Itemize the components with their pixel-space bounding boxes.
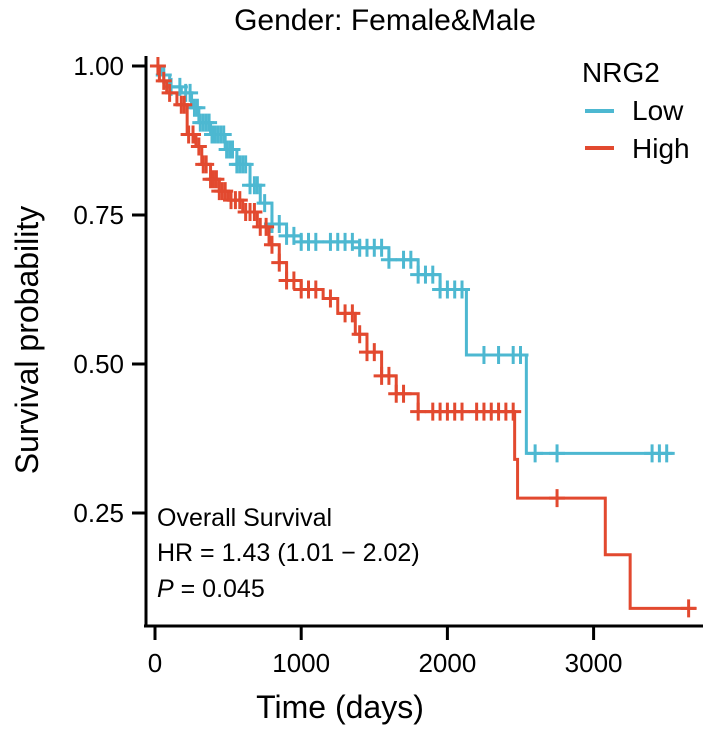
y-tick-label: 0.50 [73, 349, 124, 379]
censor-mark-high [395, 384, 412, 403]
censor-mark-high [380, 366, 397, 385]
x-tick-label: 1000 [272, 648, 330, 678]
censor-mark-high [155, 71, 172, 90]
annotation-p: P = 0.045 [157, 575, 265, 603]
censor-mark-low [189, 98, 206, 117]
censor-mark-low [307, 232, 324, 251]
censor-mark-high [410, 402, 427, 421]
x-tick-label: 3000 [565, 648, 623, 678]
censor-mark-high [454, 402, 471, 421]
censor-mark-low [201, 113, 218, 132]
y-tick-label: 1.00 [73, 51, 124, 81]
censor-mark-low [380, 250, 397, 269]
censor-mark-low [512, 346, 529, 365]
censor-mark-low [237, 155, 254, 174]
censor-mark-high [208, 170, 225, 189]
censor-mark-high [258, 217, 275, 236]
censor-mark-low [475, 346, 492, 365]
censor-mark-low [182, 83, 199, 102]
p-label: P [157, 575, 174, 603]
x-tick-label: 2000 [418, 648, 476, 678]
censor-mark-low [490, 346, 507, 365]
censor-mark-high [344, 304, 361, 323]
annotation-hr: HR = 1.43 (1.01 − 2.02) [157, 539, 420, 567]
censor-mark-high [285, 271, 302, 290]
censor-mark-high [307, 280, 324, 299]
y-axis-label: Survival probability [9, 206, 45, 475]
series-layer [149, 57, 697, 618]
p-value: = 0.045 [174, 575, 265, 603]
censor-mark-high [505, 402, 522, 421]
censor-mark-high [161, 83, 178, 102]
legend-title: NRG2 [582, 57, 660, 88]
legend-label-high: High [632, 133, 690, 164]
censor-mark-low [249, 176, 266, 195]
ticks-layer: 0 1000 2000 3000 1.00 0.75 0.50 0.25 [73, 51, 622, 678]
censor-mark-high [176, 95, 193, 114]
censor-mark-high [549, 489, 566, 508]
censor-mark-low [527, 444, 544, 463]
censor-mark-high [190, 137, 207, 156]
x-tick-label: 0 [148, 648, 162, 678]
y-tick-label: 0.75 [73, 200, 124, 230]
censor-mark-low [271, 214, 288, 233]
censor-mark-low [373, 238, 390, 257]
censor-mark-low [658, 444, 675, 463]
censor-mark-low [402, 250, 419, 269]
y-tick-label: 0.25 [73, 498, 124, 528]
censor-mark-high [263, 235, 280, 254]
censor-mark-high [185, 125, 202, 144]
censor-mark-high [351, 325, 368, 344]
censor-mark-high [246, 203, 263, 222]
censor-mark-high [198, 155, 215, 174]
censor-mark-high [271, 253, 288, 272]
censor-mark-high [322, 289, 339, 308]
censor-mark-low [256, 194, 273, 213]
censor-mark-high [366, 343, 383, 362]
censor-mark-low [549, 444, 566, 463]
annotation-line1: Overall Survival [157, 504, 332, 532]
censor-mark-low [224, 140, 241, 159]
censor-mark-low [215, 125, 232, 144]
x-axis-label: Time (days) [256, 689, 424, 725]
censor-mark-high [149, 57, 166, 75]
chart-title: Gender: Female&Male [234, 4, 536, 37]
censor-mark-low [454, 280, 471, 299]
censor-mark-high [680, 599, 697, 618]
censor-mark-low [424, 265, 441, 284]
censor-mark-high [231, 191, 248, 210]
legend-label-low: Low [632, 95, 684, 126]
